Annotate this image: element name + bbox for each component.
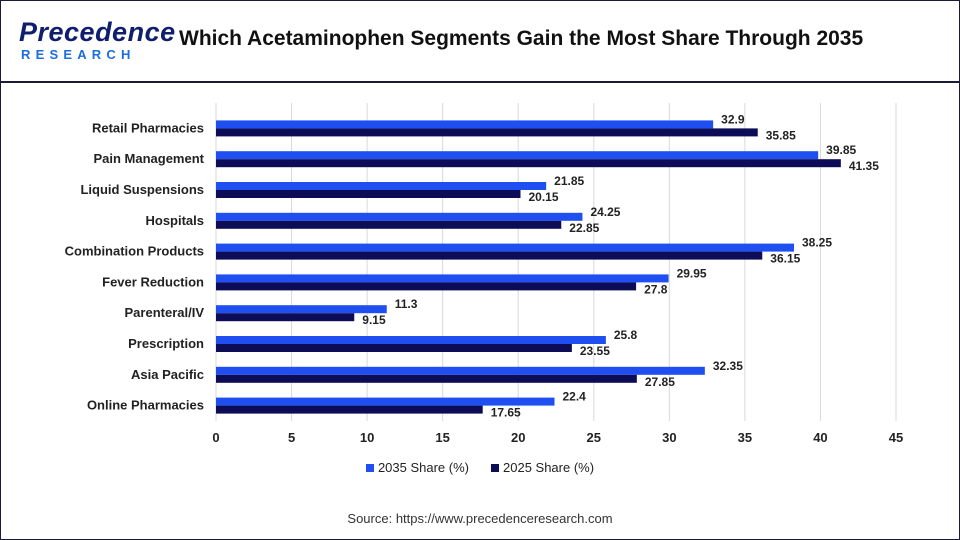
x-tick-label: 10: [360, 430, 374, 445]
value-label-2025: 9.15: [362, 313, 386, 327]
category-label: Pain Management: [93, 151, 204, 166]
value-label-2035: 38.25: [802, 236, 832, 250]
bar-2025[interactable]: [216, 313, 355, 322]
bar-2035[interactable]: [216, 397, 555, 406]
bar-2035[interactable]: [216, 366, 705, 375]
x-tick-label: 20: [511, 430, 525, 445]
value-label-2025: 27.85: [645, 375, 675, 389]
bar-2035[interactable]: [216, 212, 583, 221]
value-label-2025: 17.65: [491, 406, 521, 420]
bar-2025[interactable]: [216, 282, 637, 291]
value-label-2035: 11.3: [395, 297, 418, 311]
header-divider: [1, 81, 959, 83]
brand-tagline: RESEARCH: [21, 47, 136, 62]
x-tick-label: 35: [738, 430, 752, 445]
bar-2025[interactable]: [216, 220, 562, 229]
legend-swatch-2035: [365, 463, 374, 472]
bar-2035[interactable]: [216, 243, 794, 252]
value-label-2035: 21.85: [554, 174, 584, 188]
bar-2035[interactable]: [216, 336, 606, 344]
brand-logo: Precedence RESEARCH: [19, 17, 175, 65]
category-label: Parenteral/IV: [125, 305, 205, 320]
value-label-2035: 29.95: [677, 266, 707, 280]
bars: [216, 120, 841, 414]
chart-title: Which Acetaminophen Segments Gain the Mo…: [179, 27, 864, 50]
category-label: Combination Products: [65, 244, 204, 259]
x-tick-label: 15: [435, 430, 449, 445]
bar-2035[interactable]: [216, 274, 669, 283]
x-tick-labels: 0 5 10 15 20 25 30 35 40 45: [212, 430, 903, 445]
bar-2025[interactable]: [216, 251, 763, 260]
x-tick-label: 0: [212, 430, 219, 445]
bar-2025[interactable]: [216, 190, 521, 198]
legend-swatch-2025: [491, 463, 499, 472]
legend-item-2025[interactable]: 2025 Share (%): [491, 460, 594, 475]
value-label-2025: 23.55: [580, 344, 610, 358]
x-tick-label: 30: [662, 430, 676, 445]
value-label-2035: 24.25: [590, 205, 620, 219]
value-label-2025: 27.8: [644, 282, 668, 296]
bar-chart: 32.9 35.85 39.85 41.35 21.85 20.15 24.25 22.85 3…: [65, 103, 903, 445]
value-label-2035: 32.35: [713, 359, 743, 373]
legend-label-2035: 2035 Share (%): [377, 460, 469, 475]
x-tick-label: 40: [813, 430, 827, 445]
value-label-2035: 25.8: [614, 328, 638, 342]
legend-item-2035[interactable]: 2035 Share (%): [365, 460, 469, 475]
category-label: Hospitals: [145, 213, 204, 228]
category-label: Prescription: [128, 336, 204, 351]
bar-2025[interactable]: [216, 344, 572, 352]
x-tick-label: 25: [587, 430, 601, 445]
value-labels: 32.9 35.85 39.85 41.35 21.85 20.15 24.25 22.85 3…: [362, 112, 879, 419]
bar-2025[interactable]: [216, 159, 841, 168]
bar-2035[interactable]: [216, 305, 387, 314]
category-label: Retail Pharmacies: [92, 120, 204, 135]
value-label-2025: 36.15: [770, 252, 800, 266]
bar-2035[interactable]: [216, 120, 714, 129]
category-label: Liquid Suspensions: [80, 182, 204, 197]
value-label-2035: 32.9: [721, 112, 745, 126]
category-label: Asia Pacific: [131, 367, 204, 382]
category-label: Online Pharmacies: [87, 398, 204, 413]
source-note: Source: https://www.precedenceresearch.c…: [347, 511, 613, 526]
value-label-2025: 22.85: [569, 221, 599, 235]
category-label: Fever Reduction: [102, 274, 204, 289]
x-tick-label: 5: [288, 430, 295, 445]
value-label-2025: 35.85: [766, 128, 796, 142]
bar-2025[interactable]: [216, 405, 483, 414]
value-label-2025: 41.35: [849, 159, 879, 173]
brand-name: Precedence: [19, 17, 176, 47]
bar-2025[interactable]: [216, 128, 758, 137]
header: Precedence RESEARCH Which Acetaminophen …: [1, 1, 959, 81]
bar-2025[interactable]: [216, 374, 637, 383]
bar-2035[interactable]: [216, 182, 547, 190]
legend-label-2025: 2025 Share (%): [503, 460, 595, 475]
legend: 2035 Share (%) 2025 Share (%): [1, 460, 959, 475]
category-labels: Retail Pharmacies Pain Management Liquid S…: [65, 120, 205, 412]
value-label-2035: 22.4: [562, 390, 586, 404]
value-label-2035: 39.85: [826, 143, 856, 157]
x-tick-label: 45: [889, 430, 903, 445]
bar-2035[interactable]: [216, 151, 819, 160]
value-label-2025: 20.15: [528, 190, 558, 204]
